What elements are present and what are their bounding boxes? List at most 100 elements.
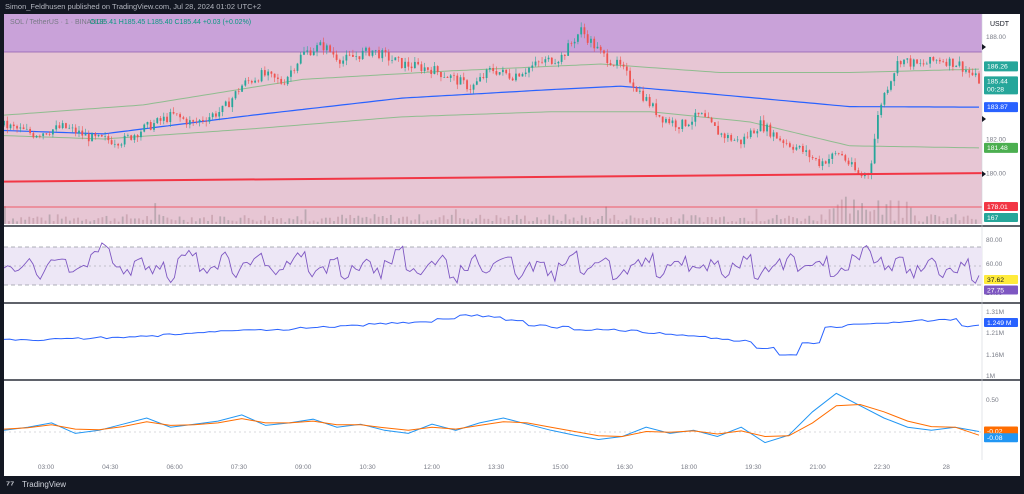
sma_blue xyxy=(4,85,979,135)
sma-upper-label: 186.26 xyxy=(987,63,1008,70)
volume-bar xyxy=(142,219,144,224)
candle-body xyxy=(78,130,80,134)
rsi-tick: 60.00 xyxy=(986,261,1003,268)
candle-body xyxy=(433,66,436,75)
volume-bar xyxy=(134,218,136,224)
publisher-bar: Simon_Feldhusen published on TradingView… xyxy=(0,0,1024,14)
volume-bar xyxy=(369,218,372,224)
volume-bar xyxy=(576,221,579,224)
candle-body xyxy=(312,51,315,56)
candle-body xyxy=(743,136,746,145)
volume-bar xyxy=(723,216,725,224)
volume-bar xyxy=(515,214,518,224)
candle-body xyxy=(250,81,253,83)
candle-body xyxy=(198,119,201,123)
volume-label-bg xyxy=(984,213,1018,222)
candle-body xyxy=(759,120,762,132)
candle-body xyxy=(22,127,25,130)
candle-body xyxy=(4,120,5,126)
candle-body xyxy=(143,124,146,132)
candle-body xyxy=(870,163,873,175)
candle-body xyxy=(303,51,305,55)
sma-lower-label: 181.48 xyxy=(987,145,1008,152)
candle-body xyxy=(107,136,110,141)
candle-body xyxy=(52,129,54,135)
candle-body xyxy=(391,60,393,61)
brand-name[interactable]: TradingView xyxy=(22,480,67,489)
time-tick: 19:30 xyxy=(745,464,762,471)
candle-body xyxy=(332,51,335,55)
candle-body xyxy=(71,127,74,129)
candles xyxy=(4,22,980,180)
candle-body xyxy=(841,153,843,156)
volume-bar xyxy=(926,216,928,224)
candle-body xyxy=(547,57,550,60)
candle-body xyxy=(802,145,804,152)
candle-body xyxy=(443,77,446,78)
candle-body xyxy=(244,80,247,86)
sma-blue-label: 183.87 xyxy=(987,104,1008,111)
candle-body xyxy=(94,133,97,137)
candle-body xyxy=(81,130,84,136)
candle-body xyxy=(622,64,625,67)
volume-bar xyxy=(361,217,364,224)
candle-body xyxy=(378,50,380,59)
volume-bar xyxy=(507,216,510,224)
candle-body xyxy=(606,53,609,64)
volume-bar xyxy=(459,218,461,224)
support-line[interactable] xyxy=(4,172,983,183)
candle-body xyxy=(511,78,514,81)
volume-bar xyxy=(288,218,291,224)
candle-body xyxy=(916,59,918,64)
candle-body xyxy=(965,70,967,72)
volume-bar xyxy=(621,221,624,224)
volume-bar xyxy=(511,220,514,224)
candle-body xyxy=(632,82,635,88)
obv-path xyxy=(4,314,980,356)
volume-bar xyxy=(162,216,165,224)
candle-body xyxy=(740,139,742,145)
candle-body xyxy=(146,122,149,125)
volume-bar xyxy=(219,216,222,224)
sma_green_lower xyxy=(4,111,980,149)
candle-body xyxy=(534,61,537,66)
time-axis[interactable]: 03:00 04:30 06:00 07:30 09:00 10:30 12:00 13:30… xyxy=(38,464,950,471)
volume-bar xyxy=(44,220,47,224)
candle-body xyxy=(413,61,416,69)
volume-bar xyxy=(779,219,782,224)
last-price-label-bg xyxy=(984,76,1018,95)
volume-bar xyxy=(32,218,35,224)
candle-body xyxy=(162,116,165,121)
volume-bar xyxy=(759,221,762,224)
volume-bar xyxy=(922,221,924,224)
candle-body xyxy=(599,46,602,51)
volume-bar xyxy=(349,214,352,224)
candle-body xyxy=(430,69,433,75)
candle-body xyxy=(720,133,723,135)
candle-body xyxy=(945,61,948,66)
candle-body xyxy=(824,161,827,164)
trading-chart[interactable]: SOL / TetherUS · 1 · BINANCE O185.41 H18… xyxy=(4,14,1020,476)
volume-bar xyxy=(300,219,303,224)
volume-bar xyxy=(568,219,571,224)
time-tick: 09:00 xyxy=(295,464,312,471)
volume-bar xyxy=(105,215,108,224)
candle-body xyxy=(228,101,230,108)
candle-body xyxy=(766,124,768,132)
volume-bar xyxy=(28,216,31,224)
volume-bar xyxy=(857,210,859,224)
volume-bar xyxy=(117,221,120,224)
time-tick: 22:30 xyxy=(874,464,891,471)
candle-body xyxy=(746,136,749,138)
candle-body xyxy=(524,72,527,75)
candle-body xyxy=(123,135,126,145)
volume-bar xyxy=(865,209,868,224)
candle-body xyxy=(182,117,185,119)
candle-body xyxy=(909,58,912,67)
candle-body xyxy=(306,50,309,52)
volume-bar xyxy=(719,217,721,224)
volume-bar xyxy=(524,215,526,224)
tradingview-logo-icon[interactable]: ⁷⁷ xyxy=(6,480,15,491)
candle-body xyxy=(172,112,175,114)
candle-body xyxy=(407,61,410,67)
